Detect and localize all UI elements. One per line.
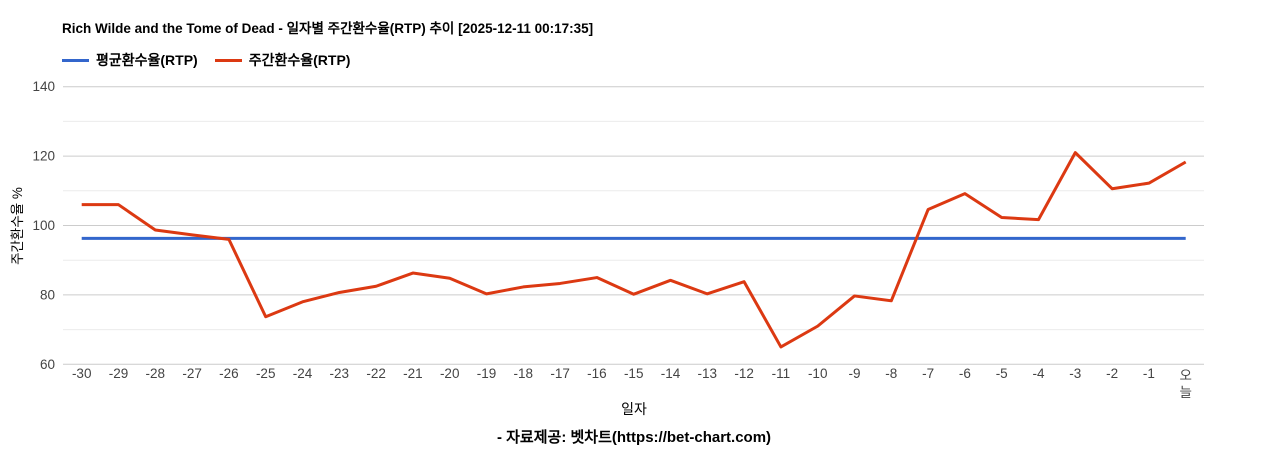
x-tick-label: -23 (330, 366, 350, 381)
chart-title: Rich Wilde and the Tome of Dead - 일자별 주간… (62, 21, 594, 36)
x-tick-label: -4 (1032, 366, 1044, 381)
weekly-rtp-line-swatch (214, 58, 242, 62)
x-tick-label: 오 (1179, 368, 1191, 383)
x-tick-label: -5 (996, 366, 1008, 381)
x-tick-label: -17 (550, 366, 570, 381)
x-tick-label: -12 (734, 366, 754, 381)
x-tick-label: -26 (219, 366, 239, 381)
x-tick-label: 늘 (1179, 385, 1191, 400)
x-tick-label: -13 (698, 366, 718, 381)
x-tick-label: -25 (256, 366, 276, 381)
x-tick-label: -1 (1143, 366, 1155, 381)
x-tick-label: -7 (922, 366, 934, 381)
weekly-rtp-line (81, 151, 1187, 349)
x-tick-label: -16 (587, 366, 607, 381)
x-tick-label: -14 (661, 366, 681, 381)
y-tick-label: 100 (32, 218, 55, 233)
legend: 평균환수율(RTP) 주간환수율(RTP) (62, 50, 350, 70)
x-tick-label: -21 (403, 366, 423, 381)
y-tick-label: 120 (32, 149, 55, 164)
x-tick-label: -6 (959, 366, 971, 381)
x-tick-label: -18 (514, 366, 534, 381)
x-tick-label: -2 (1106, 366, 1118, 381)
x-tick-label: -15 (624, 366, 644, 381)
x-tick-label: -9 (848, 366, 860, 381)
x-axis-title: 일자 (621, 401, 647, 417)
x-tick-label: -11 (772, 366, 791, 381)
legend-label-average-rtp: 평균환수율(RTP) (96, 52, 198, 68)
x-tick-label: -27 (182, 366, 202, 381)
x-tick-label: -8 (885, 366, 897, 381)
y-tick-label: 80 (40, 287, 55, 302)
data-source-credit: - 자료제공: 벳차트(https://bet-chart.com) (496, 429, 772, 446)
y-axis-title: 주간환수율 % (10, 187, 25, 265)
x-tick-label: -30 (72, 366, 92, 381)
x-tick-label: -19 (477, 366, 497, 381)
x-tick-label: -10 (808, 366, 828, 381)
legend-label-weekly-rtp: 주간환수율(RTP) (248, 52, 351, 68)
legend-item-average-rtp: 평균환수율(RTP) (62, 50, 198, 70)
x-tick-label: -3 (1069, 366, 1081, 381)
x-tick-label: -28 (146, 366, 166, 381)
x-tick-label: -24 (293, 366, 313, 381)
x-tick-label: -20 (440, 366, 460, 381)
legend-item-weekly-rtp: 주간환수율(RTP) (214, 50, 351, 70)
y-tick-label: 140 (32, 79, 55, 94)
y-tick-label: 60 (40, 357, 55, 372)
x-tick-label: -29 (109, 366, 129, 381)
x-tick-label: -22 (366, 366, 386, 381)
average-rtp-line-swatch (62, 58, 89, 62)
